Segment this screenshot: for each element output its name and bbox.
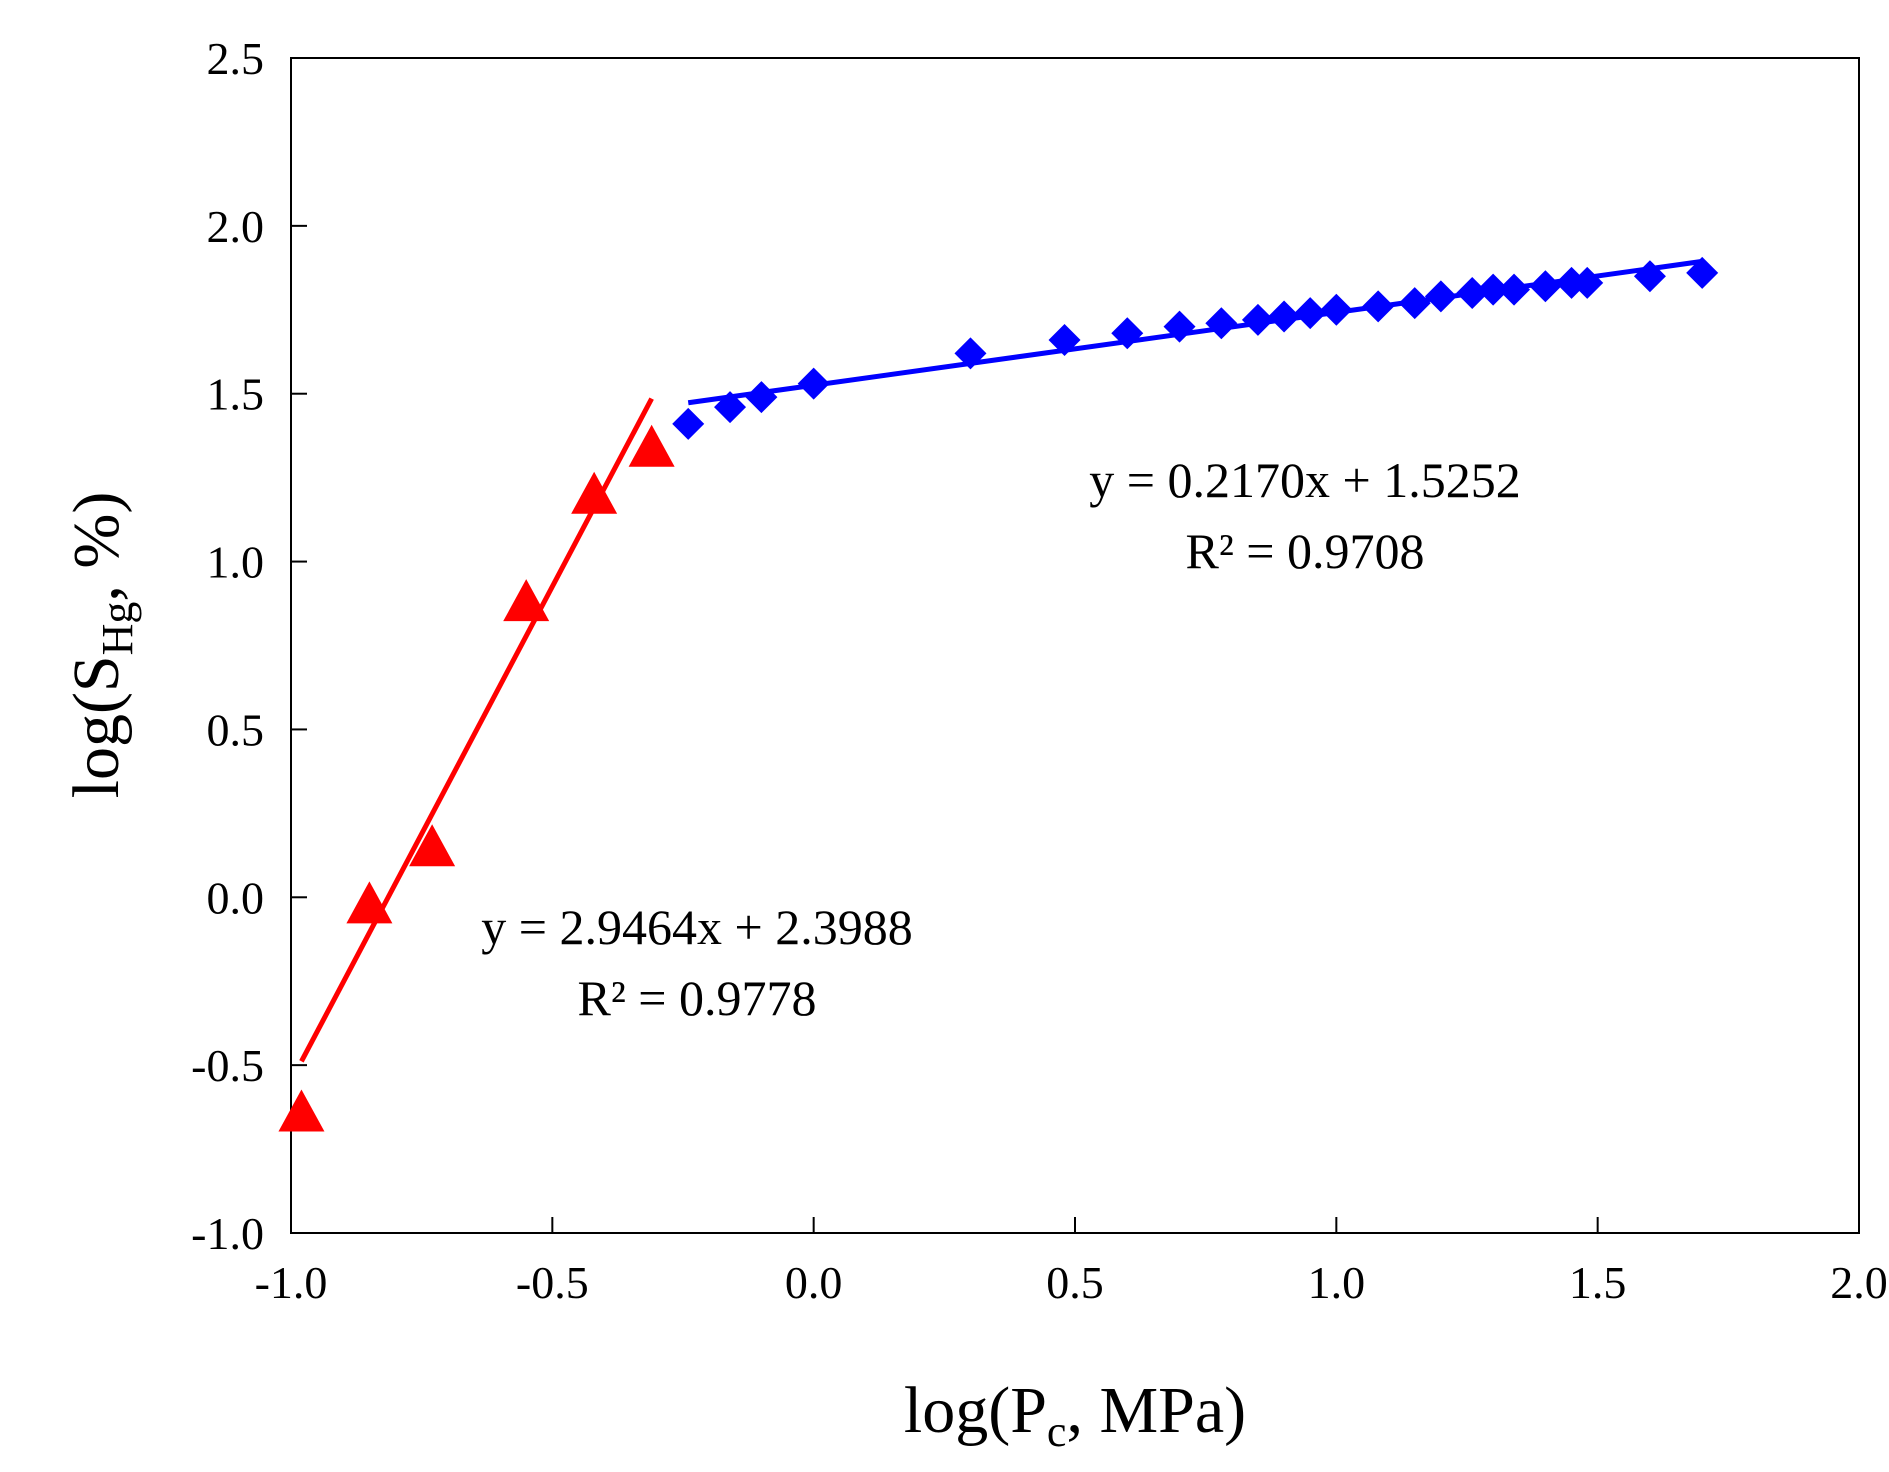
y-tick-label: 0.5 — [207, 704, 265, 755]
x-tick-label: 0.5 — [1046, 1257, 1104, 1308]
blue-diamond-point — [672, 407, 705, 440]
blue-diamond-point — [1529, 270, 1562, 303]
blue-diamond-point — [1498, 273, 1531, 306]
blue-diamond-point — [1362, 290, 1395, 323]
blue-diamond-point — [1241, 303, 1274, 336]
plot-frame — [290, 57, 1860, 1234]
blue-fit-equation: y = 0.2170x + 1.5252 — [1089, 452, 1520, 508]
red-triangle-point — [409, 824, 456, 867]
data-points — [278, 256, 1719, 1132]
blue-diamond-point — [1424, 280, 1457, 313]
blue-diamond-point — [1398, 287, 1431, 320]
blue-diamond-point — [1686, 256, 1719, 289]
blue-fit-r2: R² = 0.9708 — [1185, 523, 1424, 579]
x-tick-label: 0.0 — [785, 1257, 843, 1308]
y-tick-label: -1.0 — [191, 1208, 264, 1259]
axis-ticks: -1.0 -0.5 0.0 0.5 1.0 1.5 2.0 -1.0 -0.5 0.0 0.5 1.0… — [191, 33, 1888, 1308]
y-tick-label: 0.0 — [207, 872, 265, 923]
blue-diamond-point — [1294, 297, 1327, 330]
blue-diamond-point — [954, 337, 987, 370]
x-tick-label: -1.0 — [255, 1257, 328, 1308]
red-triangle-point — [628, 424, 675, 467]
x-tick-label: -0.5 — [516, 1257, 589, 1308]
x-tick-label: 1.0 — [1308, 1257, 1366, 1308]
blue-diamond-point — [1048, 324, 1081, 356]
y-tick-label: 1.0 — [207, 537, 265, 588]
blue-diamond-point — [1477, 273, 1510, 306]
red-triangle-point — [346, 881, 393, 924]
blue-diamond-point — [1571, 266, 1604, 299]
red-triangle-point — [503, 579, 550, 622]
blue-diamond-point — [1111, 317, 1144, 350]
x-tick-label: 1.5 — [1569, 1257, 1627, 1308]
blue-diamond-point — [1456, 277, 1489, 309]
x-tick-label: 2.0 — [1830, 1257, 1888, 1308]
y-axis-title: log(SHg, %) — [60, 492, 142, 799]
blue-diamond-point — [797, 367, 830, 400]
y-tick-label: 2.0 — [207, 201, 265, 252]
y-axis-title-subscript: Hg — [93, 602, 142, 656]
y-tick-label: 2.5 — [207, 33, 265, 84]
blue-diamond-point — [714, 391, 747, 424]
blue-diamond-point — [1163, 310, 1196, 343]
blue-diamond-point — [1205, 307, 1238, 340]
red-triangle-point — [571, 471, 618, 514]
y-tick-label: -0.5 — [191, 1040, 264, 1091]
blue-diamond-point — [1633, 260, 1666, 293]
blue-diamond-point — [1320, 293, 1353, 326]
y-tick-label: 1.5 — [207, 369, 265, 420]
x-axis-title: log(Pc, MPa) — [904, 1374, 1246, 1456]
blue-diamond-point — [745, 381, 778, 414]
red-fit-r2: R² = 0.9778 — [577, 970, 816, 1026]
red-triangle-point — [278, 1089, 325, 1132]
red-fit-equation: y = 2.9464x + 2.3988 — [481, 899, 912, 955]
blue-diamond-point — [1268, 300, 1301, 333]
x-axis-title-subscript: c — [1047, 1407, 1067, 1456]
